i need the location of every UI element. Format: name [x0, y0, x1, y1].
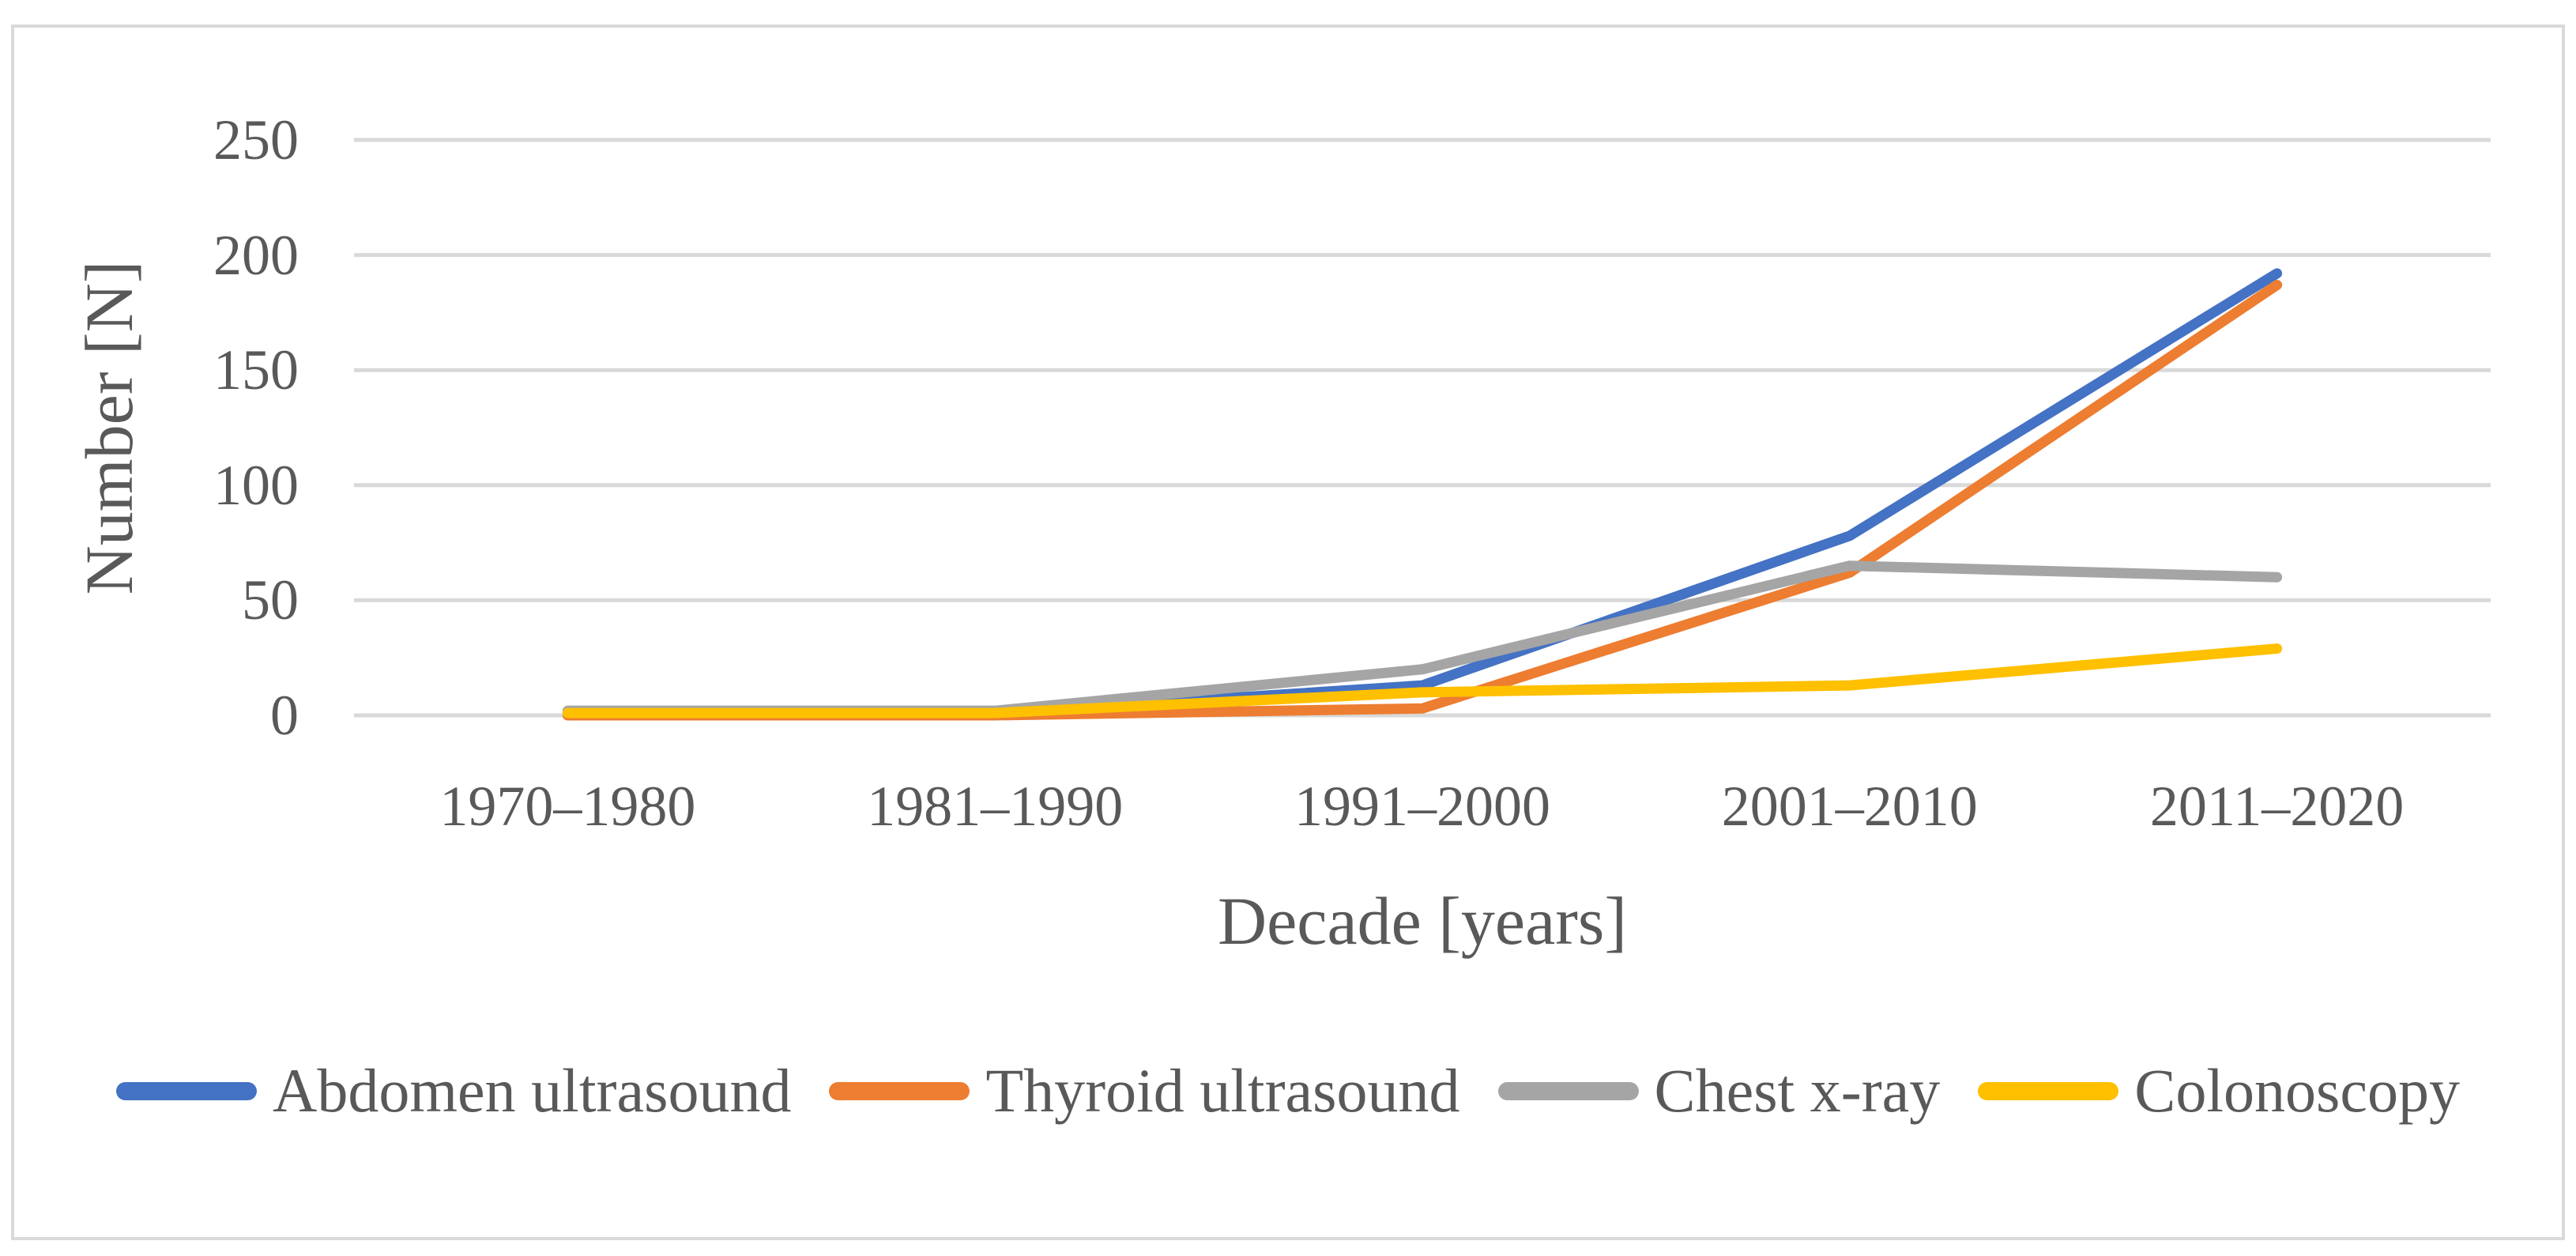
- series-line-thyroid-ultrasound: [562, 279, 2283, 721]
- legend-swatch-icon: [116, 1081, 258, 1100]
- legend-item-chest-x-ray: Chest x-ray: [1497, 1056, 1941, 1125]
- legend-label: Chest x-ray: [1654, 1056, 1941, 1125]
- legend-item-thyroid-ultrasound: Thyroid ultrasound: [829, 1056, 1460, 1125]
- x-axis-title: Decade [years]: [1217, 883, 1628, 959]
- x-tick-label-1: 1970–1980: [439, 775, 696, 838]
- x-tick-label-4: 2001–2010: [1721, 775, 1978, 838]
- y-axis-title: Number [N]: [71, 260, 147, 595]
- series-line-colonoscopy: [562, 643, 2283, 719]
- legend-item-colonoscopy: Colonoscopy: [1978, 1060, 2460, 1122]
- y-tick-label-100: 100: [213, 453, 299, 517]
- y-tick-label-50: 50: [242, 568, 299, 632]
- y-tick-label-0: 0: [270, 684, 299, 747]
- series-lines: [562, 268, 2283, 721]
- y-tick-label-250: 250: [213, 108, 299, 172]
- legend-swatch-icon: [829, 1081, 970, 1100]
- y-tick-label-150: 150: [213, 338, 299, 402]
- x-tick-label-3: 1991–2000: [1294, 775, 1550, 838]
- legend-label: Thyroid ultrasound: [985, 1056, 1460, 1125]
- series-line-abdomen-ultrasound: [562, 268, 2283, 719]
- legend-label: Colonoscopy: [2134, 1056, 2460, 1125]
- x-tick-label-2: 1981–1990: [867, 775, 1124, 838]
- legend-item-abdomen-ultrasound: Abdomen ultrasound: [116, 1060, 791, 1122]
- legend-swatch-icon: [1497, 1081, 1639, 1100]
- chart-legend: Abdomen ultrasound Thyroid ultrasound Ches…: [0, 1060, 2576, 1122]
- y-tick-label-200: 200: [213, 223, 299, 287]
- legend-label: Abdomen ultrasound: [273, 1056, 792, 1125]
- gridlines: [354, 138, 2491, 718]
- legend-swatch-icon: [1978, 1081, 2119, 1100]
- x-tick-label-5: 2011–2020: [2149, 775, 2405, 838]
